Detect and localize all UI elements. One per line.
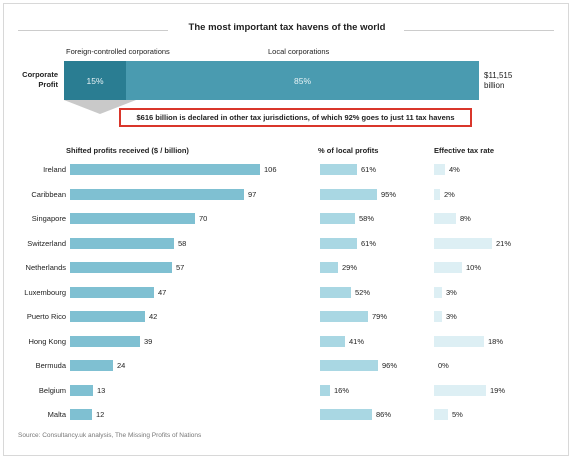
shifted-bar-bermuda <box>70 360 113 371</box>
local-bar-netherlands <box>320 262 338 273</box>
local-value-switzerland: 61% <box>361 238 377 248</box>
category-label-belgium: Belgium <box>38 385 66 395</box>
local-value-singapore: 58% <box>359 214 375 223</box>
tax-value-ireland: 4% <box>449 165 460 174</box>
tax-bar-puerto-rico <box>434 311 442 322</box>
shifted-bar-netherlands <box>70 262 172 273</box>
foreign-share-bar: 15% <box>64 61 126 100</box>
corporate-profit-label-line2: Profit <box>38 80 58 89</box>
shifted-value-malta: 12 <box>96 410 105 419</box>
shifted-value-luxembourg: 47 <box>158 287 167 297</box>
shifted-bar-switzerland <box>70 237 174 249</box>
total-profit-value: $11,515 billion <box>484 71 512 91</box>
shifted-value-singapore: 70 <box>199 214 208 223</box>
tax-bar-singapore <box>434 213 456 224</box>
tax-value-luxembourg: 3% <box>446 287 457 297</box>
local-value-bermuda: 96% <box>382 361 398 370</box>
foreign-segment-label: Foreign-controlled corporations <box>66 47 170 56</box>
title-rule-left <box>18 30 168 31</box>
local-bar-switzerland <box>320 237 357 249</box>
tax-value-malta: 5% <box>452 410 463 419</box>
tax-value-bermuda: 0% <box>438 361 449 370</box>
shifted-value-belgium: 13 <box>97 385 106 395</box>
local-share-text: 85% <box>293 75 311 86</box>
local-value-belgium: 16% <box>334 385 350 395</box>
tax-value-caribbean: 2% <box>444 189 455 199</box>
tax-value-belgium: 19% <box>490 385 506 395</box>
local-bar-malta <box>320 409 372 420</box>
category-label-switzerland: Switzerland <box>27 238 66 248</box>
shifted-bar-caribbean <box>70 188 244 200</box>
shifted-bar-singapore <box>70 213 195 224</box>
shifted-bar-ireland <box>70 164 260 175</box>
local-bar-luxembourg <box>320 286 351 298</box>
tax-bar-ireland <box>434 164 445 175</box>
chart-title: The most important tax havens of the wor… <box>188 22 386 33</box>
category-label-bermuda: Bermuda <box>35 361 66 370</box>
shifted-bar-hong-kong <box>70 335 140 347</box>
shifted-bar-belgium <box>70 384 93 396</box>
local-value-netherlands: 29% <box>342 263 358 272</box>
tax-bar-hong-kong <box>434 335 484 347</box>
tax-rate-header: Effective tax rate <box>434 146 495 155</box>
local-bar-hong-kong <box>320 335 345 347</box>
title-rule-right <box>404 30 554 31</box>
tax-bar-malta <box>434 409 448 420</box>
local-share-bar: 85% <box>126 61 479 100</box>
shifted-value-hong-kong: 39 <box>144 336 153 346</box>
local-value-caribbean: 95% <box>381 189 397 199</box>
local-bar-bermuda <box>320 360 378 371</box>
total-profit-amount: $11,515 <box>484 71 513 80</box>
total-profit-unit: billion <box>484 81 505 90</box>
tax-value-hong-kong: 18% <box>488 336 504 346</box>
local-segment-label: Local corporations <box>268 47 330 56</box>
tax-value-switzerland: 21% <box>496 238 512 248</box>
corporate-profit-label-line1: Corporate <box>22 70 58 79</box>
category-label-malta: Malta <box>47 410 66 419</box>
foreign-share-text: 15% <box>86 75 104 86</box>
local-bar-belgium <box>320 384 330 396</box>
tax-bar-switzerland <box>434 237 492 249</box>
category-label-netherlands: Netherlands <box>25 263 66 272</box>
category-label-luxembourg: Luxembourg <box>24 287 66 297</box>
local-value-hong-kong: 41% <box>349 336 365 346</box>
local-bar-ireland <box>320 164 357 175</box>
tax-bar-netherlands <box>434 262 462 273</box>
local-value-puerto-rico: 79% <box>372 312 388 321</box>
tax-value-singapore: 8% <box>460 214 471 223</box>
shifted-value-bermuda: 24 <box>117 361 126 370</box>
shifted-bar-luxembourg <box>70 286 154 298</box>
shifted-bar-puerto-rico <box>70 311 145 322</box>
callout-pointer <box>64 100 136 114</box>
shifted-value-switzerland: 58 <box>178 238 187 248</box>
category-label-puerto-rico: Puerto Rico <box>26 312 66 321</box>
category-label-hong-kong: Hong Kong <box>28 336 66 346</box>
shifted-bar-malta <box>70 409 92 420</box>
shifted-value-ireland: 106 <box>264 165 277 174</box>
tax-value-netherlands: 10% <box>466 263 482 272</box>
shifted-value-caribbean: 97 <box>248 189 257 199</box>
callout-text: $616 billion is declared in other tax ju… <box>136 113 455 122</box>
local-bar-puerto-rico <box>320 311 368 322</box>
tax-bar-caribbean <box>434 188 440 200</box>
local-bar-singapore <box>320 213 355 224</box>
category-label-caribbean: Caribbean <box>31 189 66 199</box>
tax-value-puerto-rico: 3% <box>446 312 457 321</box>
local-bar-caribbean <box>320 188 377 200</box>
shifted-profits-header: Shifted profits received ($ / billion) <box>66 146 189 155</box>
local-value-ireland: 61% <box>361 165 377 174</box>
source-note: Source: Consultancy.uk analysis, The Mis… <box>18 432 202 439</box>
category-label-singapore: Singapore <box>31 214 66 223</box>
local-value-luxembourg: 52% <box>355 287 371 297</box>
shifted-value-netherlands: 57 <box>176 263 185 272</box>
callout-box: $616 billion is declared in other tax ju… <box>119 108 472 127</box>
tax-bar-luxembourg <box>434 286 442 298</box>
category-label-ireland: Ireland <box>43 165 66 174</box>
local-profits-header: % of local profits <box>318 146 379 155</box>
tax-bar-belgium <box>434 384 486 396</box>
shifted-value-puerto-rico: 42 <box>149 312 158 321</box>
local-value-malta: 86% <box>376 410 392 419</box>
